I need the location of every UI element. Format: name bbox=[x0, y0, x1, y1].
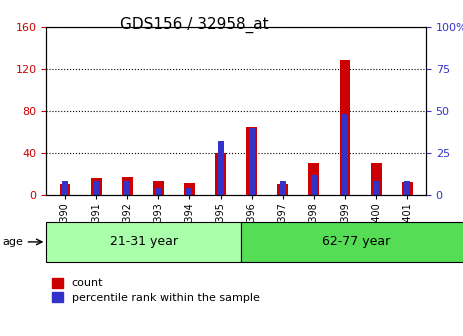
Bar bbox=[277, 184, 288, 195]
Bar bbox=[373, 181, 379, 195]
Bar bbox=[249, 128, 255, 195]
Text: 62-77 year: 62-77 year bbox=[322, 236, 391, 248]
Bar bbox=[280, 181, 286, 195]
Bar bbox=[215, 153, 226, 195]
Bar bbox=[60, 184, 70, 195]
Bar bbox=[122, 177, 133, 195]
Bar bbox=[184, 183, 195, 195]
Bar bbox=[339, 60, 350, 195]
Bar bbox=[62, 181, 68, 195]
Text: age: age bbox=[2, 237, 23, 247]
Bar bbox=[91, 178, 101, 195]
Bar bbox=[371, 163, 382, 195]
Legend: count, percentile rank within the sample: count, percentile rank within the sample bbox=[52, 278, 260, 303]
Text: GDS156 / 32958_at: GDS156 / 32958_at bbox=[120, 17, 269, 33]
Bar bbox=[187, 188, 193, 195]
Bar bbox=[246, 127, 257, 195]
Bar bbox=[153, 181, 164, 195]
Bar bbox=[404, 181, 410, 195]
Bar bbox=[308, 163, 319, 195]
Bar bbox=[124, 181, 130, 195]
FancyBboxPatch shape bbox=[46, 222, 241, 262]
Bar bbox=[311, 175, 317, 195]
Bar bbox=[218, 141, 224, 195]
FancyBboxPatch shape bbox=[241, 222, 463, 262]
Bar bbox=[342, 114, 348, 195]
Text: 21-31 year: 21-31 year bbox=[110, 236, 177, 248]
Bar bbox=[93, 181, 99, 195]
Bar bbox=[155, 188, 161, 195]
Bar bbox=[402, 182, 413, 195]
